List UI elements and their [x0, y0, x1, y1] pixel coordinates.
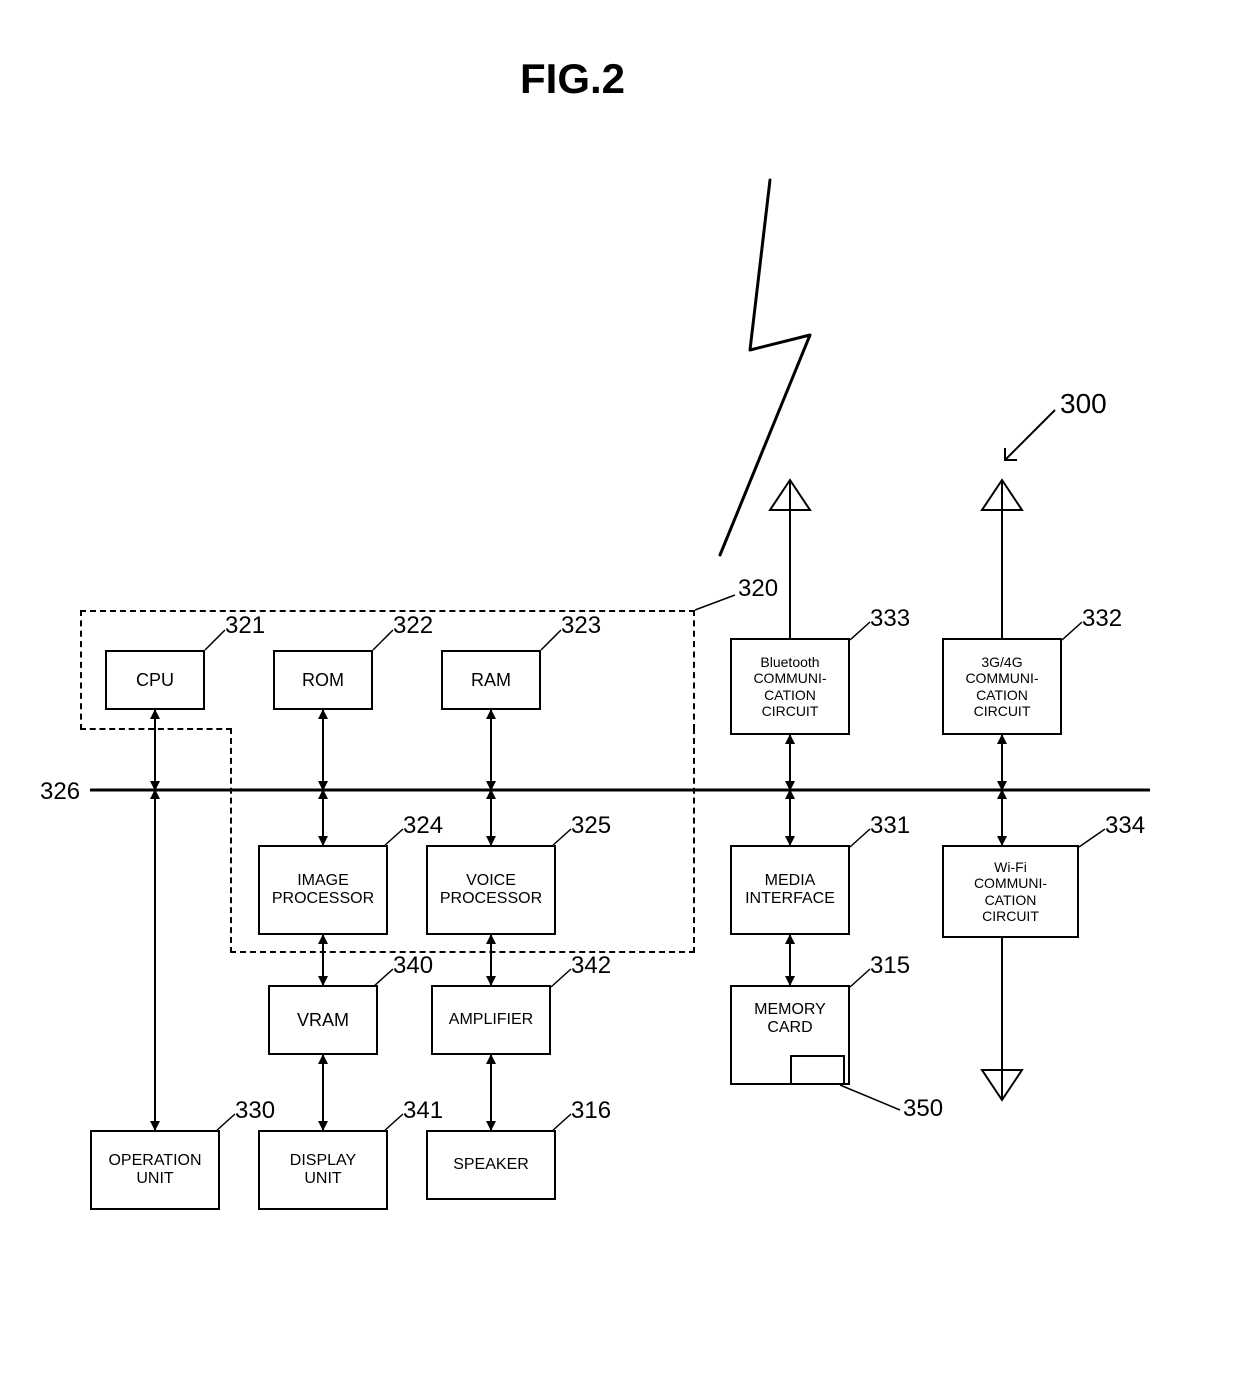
memcard-slot — [790, 1055, 845, 1085]
num-vram: 340 — [393, 952, 433, 980]
num-rom: 322 — [393, 612, 433, 640]
num-opunit: 330 — [235, 1097, 275, 1125]
label-300: 300 — [1060, 388, 1107, 420]
antenna-bt — [770, 480, 810, 638]
block-imgproc: IMAGE PROCESSOR — [258, 845, 388, 935]
num-speaker: 316 — [571, 1097, 611, 1125]
block-ram: RAM — [441, 650, 541, 710]
label-326: 326 — [40, 778, 80, 806]
block-media: MEDIA INTERFACE — [730, 845, 850, 935]
label-320: 320 — [738, 575, 778, 603]
block-vram: VRAM — [268, 985, 378, 1055]
antenna-wifi — [982, 938, 1022, 1100]
num-memcard: 315 — [870, 952, 910, 980]
ref-arrow-300 — [1005, 410, 1055, 460]
num-cpu: 321 — [225, 612, 265, 640]
block-rom: ROM — [273, 650, 373, 710]
num-imgproc: 324 — [403, 812, 443, 840]
diagram-stage: FIG.2 — [0, 0, 1240, 1375]
block-amp: AMPLIFIER — [431, 985, 551, 1055]
block-bt: Bluetooth COMMUNI- CATION CIRCUIT — [730, 638, 850, 735]
block-display: DISPLAY UNIT — [258, 1130, 388, 1210]
dashed-seg — [80, 728, 232, 730]
num-wifi: 334 — [1105, 812, 1145, 840]
block-speaker: SPEAKER — [426, 1130, 556, 1200]
num-voiceproc: 325 — [571, 812, 611, 840]
num-bt: 333 — [870, 605, 910, 633]
label-350: 350 — [903, 1095, 943, 1123]
lightning-bolt — [720, 180, 810, 555]
antenna-3g4g — [982, 480, 1022, 638]
block-voiceproc: VOICE PROCESSOR — [426, 845, 556, 935]
num-3g4g: 332 — [1082, 605, 1122, 633]
block-opunit: OPERATION UNIT — [90, 1130, 220, 1210]
block-wifi: Wi-Fi COMMUNI- CATION CIRCUIT — [942, 845, 1079, 938]
block-cpu: CPU — [105, 650, 205, 710]
block-3g4g: 3G/4G COMMUNI- CATION CIRCUIT — [942, 638, 1062, 735]
figure-title: FIG.2 — [520, 55, 625, 103]
num-ram: 323 — [561, 612, 601, 640]
num-amp: 342 — [571, 952, 611, 980]
num-display: 341 — [403, 1097, 443, 1125]
num-media: 331 — [870, 812, 910, 840]
